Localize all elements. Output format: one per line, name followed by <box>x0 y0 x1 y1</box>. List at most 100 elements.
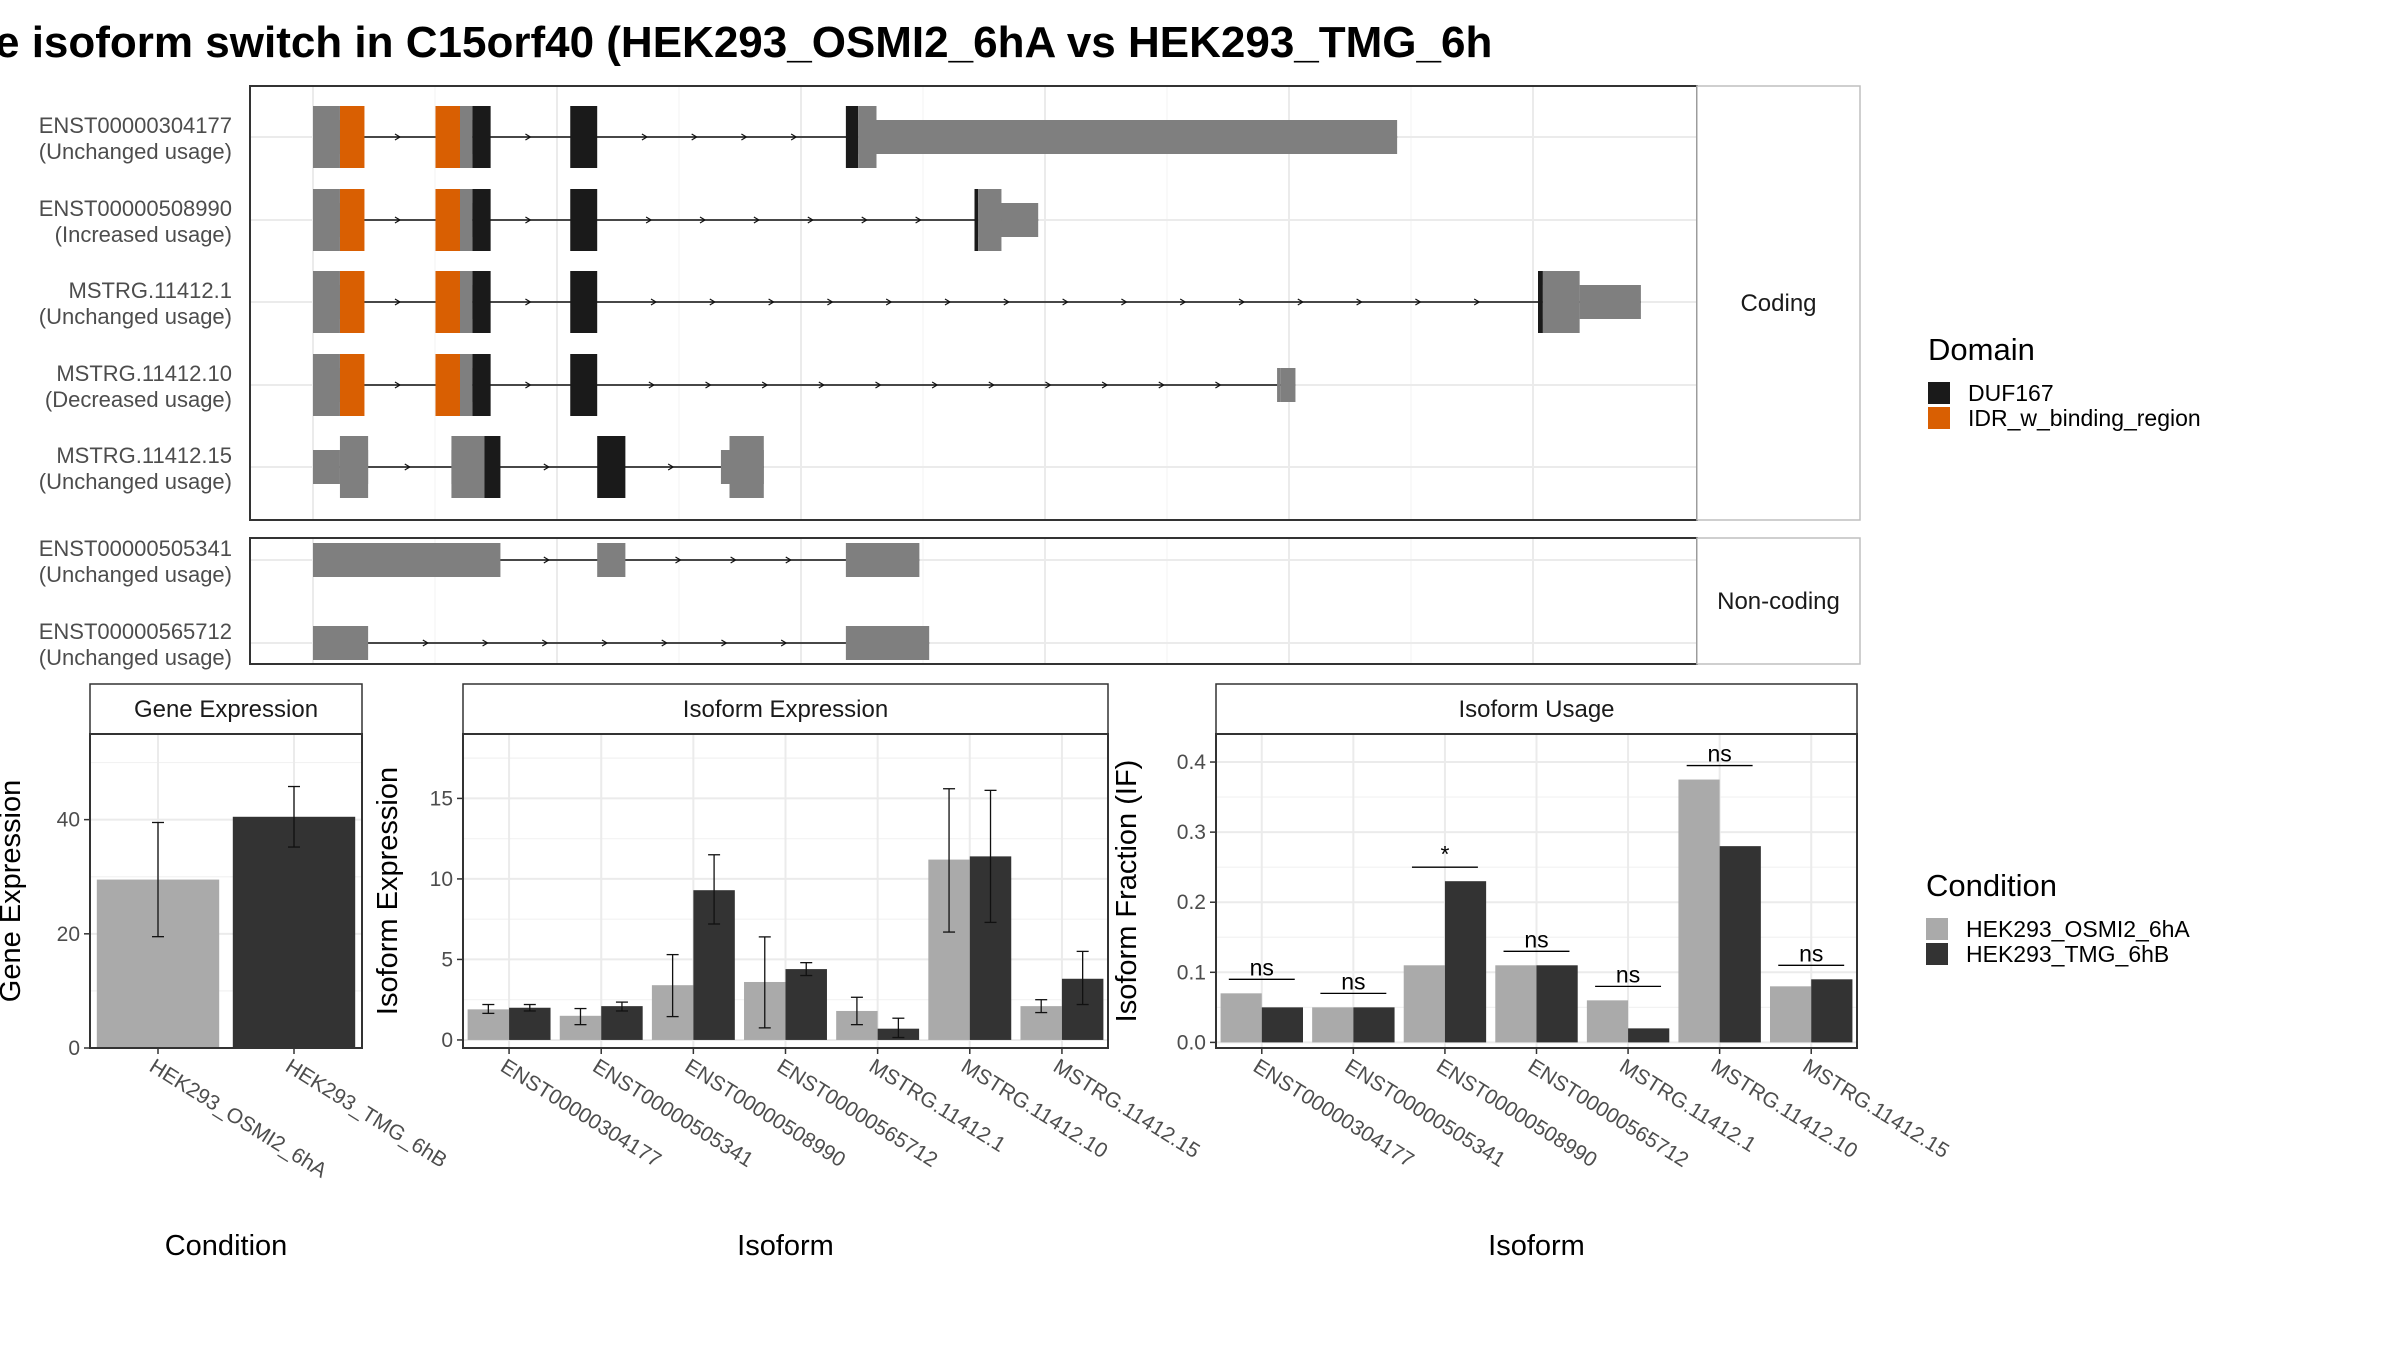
intron-arrow <box>645 216 653 224</box>
transcript-label: MSTRG.11412.15 <box>56 443 232 468</box>
x-tick-label: ENST00000505341 <box>1341 1055 1510 1172</box>
y-tick-label: 0.3 <box>1177 821 1206 844</box>
y-axis-title: Isoform Fraction (IF) <box>1111 760 1143 1023</box>
y-tick-label: 15 <box>430 787 453 810</box>
legend-title: Condition <box>1926 868 2057 903</box>
intron-arrow <box>768 298 775 306</box>
significance-label: ns <box>1250 954 1274 980</box>
intron-arrow <box>641 133 649 141</box>
exon-duf167 <box>597 436 626 498</box>
transcript-mstrg-11412-1 <box>313 271 1641 333</box>
intron-arrow <box>705 381 712 389</box>
intron-arrow <box>525 381 532 389</box>
y-tick-label: 5 <box>441 948 453 971</box>
y-tick-label: 0.4 <box>1177 751 1207 774</box>
structure-panel-coding <box>249 85 1698 521</box>
bar <box>1536 965 1578 1043</box>
exon-cds <box>313 354 340 416</box>
x-tick-label: ENST00000565712 <box>1524 1055 1693 1172</box>
exon-duf167 <box>570 354 598 416</box>
intron-arrow <box>1415 298 1422 306</box>
usage-label: (Unchanged usage) <box>39 304 232 329</box>
intron-arrow <box>1101 381 1109 389</box>
legend-label: IDR_w_binding_region <box>1968 405 2201 431</box>
exon-duf167 <box>570 106 598 168</box>
legend-swatch <box>1928 407 1950 429</box>
exon-idr <box>339 106 365 168</box>
exon-utr <box>313 543 501 577</box>
transcript-label: MSTRG.11412.10 <box>56 361 232 386</box>
bar <box>1312 1007 1354 1043</box>
strip-title: Isoform Expression <box>683 696 888 723</box>
intron-arrow <box>1062 298 1069 306</box>
exon-utr <box>597 543 626 577</box>
exon-cds <box>313 189 340 251</box>
y-tick-label: 20 <box>57 923 80 946</box>
exon-utr <box>1579 285 1641 319</box>
intron-arrow <box>601 639 609 647</box>
bar <box>1261 1007 1303 1043</box>
intron-arrow <box>394 381 402 389</box>
x-tick-label: ENST00000508990 <box>1432 1055 1601 1172</box>
intron-arrow <box>915 216 922 224</box>
intron-arrow <box>699 216 707 224</box>
y-tick-label: 0.0 <box>1177 1031 1206 1054</box>
intron-arrow <box>661 639 668 647</box>
legend-label: HEK293_OSMI2_6hA <box>1966 916 2190 942</box>
intron-arrow <box>875 381 882 389</box>
exon-idr <box>435 106 460 168</box>
bar <box>509 1007 551 1040</box>
significance-label: * <box>1440 841 1449 867</box>
y-axis-title: Gene Expression <box>0 780 27 1002</box>
usage-label: (Decreased usage) <box>45 387 232 412</box>
intron-arrow <box>785 556 792 564</box>
x-axis-title: Condition <box>165 1230 288 1262</box>
y-tick-label: 0.1 <box>1177 961 1206 984</box>
y-tick-label: 0 <box>68 1037 80 1060</box>
transcript-label: ENST00000508990 <box>39 196 232 221</box>
intron-arrow <box>541 639 549 647</box>
legend-swatch <box>1926 943 1948 965</box>
exon-duf167 <box>484 436 501 498</box>
exon-cds <box>460 189 473 251</box>
intron-arrow <box>988 381 995 389</box>
x-tick-label: ENST00000505341 <box>589 1055 758 1172</box>
exon-utr <box>313 450 340 484</box>
exon-duf167 <box>974 189 979 251</box>
x-tick-label: MSTRG.11412.15 <box>1799 1055 1953 1163</box>
exon-utr <box>845 543 920 577</box>
exon-utr <box>876 120 1398 154</box>
intron-arrow <box>1121 298 1128 306</box>
bar <box>1220 993 1262 1043</box>
exon-cds <box>858 106 877 168</box>
exon-idr <box>339 354 365 416</box>
intron-arrow <box>1297 298 1304 306</box>
intron-arrow <box>885 298 893 306</box>
bar <box>1678 779 1720 1043</box>
intron-arrow <box>818 381 825 389</box>
bar <box>232 816 356 1048</box>
bar <box>1628 1028 1670 1043</box>
y-axis-title: Isoform Expression <box>372 767 404 1015</box>
x-tick-label: MSTRG.11412.15 <box>1049 1055 1203 1163</box>
exon-cds <box>1542 271 1580 333</box>
bar <box>601 1006 643 1040</box>
intron-arrow <box>761 381 769 389</box>
exon-utr <box>845 626 930 660</box>
intron-arrow <box>525 298 532 306</box>
exon-idr <box>339 271 365 333</box>
bar <box>1353 1007 1395 1043</box>
exon-cds <box>313 106 340 168</box>
intron-arrow <box>404 463 411 471</box>
intron-arrow <box>482 639 489 647</box>
usage-label: (Unchanged usage) <box>39 139 232 164</box>
exon-duf167 <box>570 271 598 333</box>
legend-title: Domain <box>1928 332 2035 367</box>
usage-label: (Unchanged usage) <box>39 562 232 587</box>
exon-duf167 <box>845 106 859 168</box>
significance-label: ns <box>1524 926 1548 952</box>
exon-cds <box>460 271 473 333</box>
